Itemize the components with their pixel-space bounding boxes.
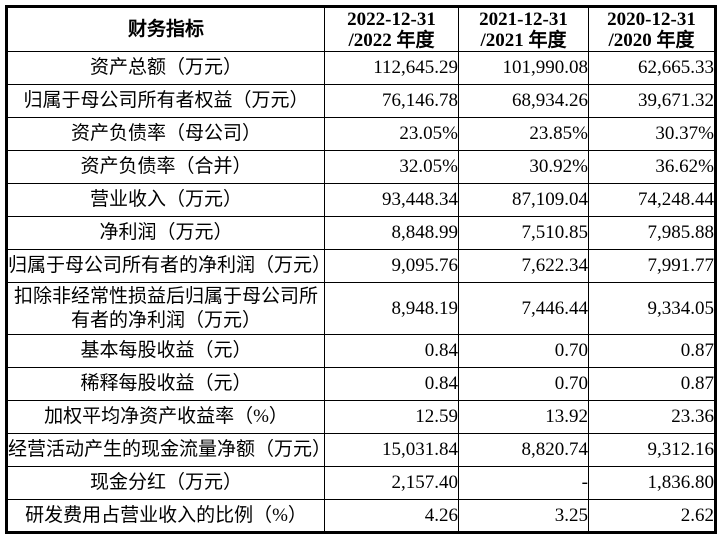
row-value-2020: 1,836.80 [588,466,716,500]
header-period-2020: 2020-12-31 /2020 年度 [588,6,716,52]
row-value-2020: 9,312.16 [588,433,716,467]
row-indicator-label: 净利润（万元） [6,216,325,250]
row-value-2020: 74,248.44 [588,183,716,217]
row-value-2020: 7,991.77 [588,249,716,283]
header-period-year: /2022 年度 [348,29,435,51]
header-period-date: 2022-12-31 [347,8,436,30]
table-row: 净利润（万元） 8,848.99 7,510.85 7,985.88 [6,216,716,250]
table-row: 营业收入（万元） 93,448.34 87,109.04 74,248.44 [6,183,716,217]
row-value-2020: 7,985.88 [588,216,716,250]
row-value-2020: 2.62 [588,499,716,533]
row-value-2021: 101,990.08 [458,51,589,85]
row-value-2022: 23.05% [324,117,459,151]
row-value-2020: 0.87 [588,334,716,368]
table-row: 归属于母公司所有者权益（万元） 76,146.78 68,934.26 39,6… [6,84,716,118]
row-indicator-label: 资产负债率（合并） [6,150,325,184]
row-value-2021: 30.92% [458,150,589,184]
table-row: 归属于母公司所有者的净利润（万元） 9,095.76 7,622.34 7,99… [6,249,716,283]
row-indicator-label: 扣除非经常性损益后归属于母公司所有者的净利润（万元） [6,282,325,335]
table-row: 资产总额（万元） 112,645.29 101,990.08 62,665.33 [6,51,716,85]
row-indicator-label: 加权平均净资产收益率（%） [6,400,325,434]
row-value-2022: 76,146.78 [324,84,459,118]
row-value-2021: - [458,466,589,500]
table-row: 稀释每股收益（元） 0.84 0.70 0.87 [6,367,716,401]
header-indicator: 财务指标 [6,6,325,52]
row-indicator-label: 归属于母公司所有者的净利润（万元） [6,249,325,283]
row-value-2021: 87,109.04 [458,183,589,217]
row-value-2022: 112,645.29 [324,51,459,85]
row-indicator-label: 资产总额（万元） [6,51,325,85]
row-value-2022: 93,448.34 [324,183,459,217]
table-row: 加权平均净资产收益率（%） 12.59 13.92 23.36 [6,400,716,434]
row-value-2020: 9,334.05 [588,282,716,335]
table-body: 资产总额（万元） 112,645.29 101,990.08 62,665.33… [6,51,716,533]
row-value-2020: 62,665.33 [588,51,716,85]
row-indicator-label: 营业收入（万元） [6,183,325,217]
row-indicator-label: 经营活动产生的现金流量净额（万元） [6,433,325,467]
row-value-2022: 12.59 [324,400,459,434]
row-value-2021: 8,820.74 [458,433,589,467]
header-period-year: /2021 年度 [480,29,567,51]
header-period-year: /2020 年度 [608,29,695,51]
row-indicator-label: 归属于母公司所有者权益（万元） [6,84,325,118]
table-row: 经营活动产生的现金流量净额（万元） 15,031.84 8,820.74 9,3… [6,433,716,467]
row-indicator-label: 基本每股收益（元） [6,334,325,368]
row-value-2022: 0.84 [324,367,459,401]
table-row: 研发费用占营业收入的比例（%） 4.26 3.25 2.62 [6,499,716,533]
header-period-2021: 2021-12-31 /2021 年度 [458,6,589,52]
row-value-2021: 3.25 [458,499,589,533]
row-indicator-label: 研发费用占营业收入的比例（%） [6,499,325,533]
row-value-2022: 0.84 [324,334,459,368]
table-row: 资产负债率（母公司） 23.05% 23.85% 30.37% [6,117,716,151]
table-row: 扣除非经常性损益后归属于母公司所有者的净利润（万元） 8,948.19 7,44… [6,282,716,335]
table-header-row: 财务指标 2022-12-31 /2022 年度 2021-12-31 /202… [6,6,716,52]
row-value-2022: 4.26 [324,499,459,533]
row-value-2020: 23.36 [588,400,716,434]
row-value-2021: 0.70 [458,367,589,401]
header-period-2022: 2022-12-31 /2022 年度 [324,6,459,52]
row-value-2021: 23.85% [458,117,589,151]
table-row: 资产负债率（合并） 32.05% 30.92% 36.62% [6,150,716,184]
row-value-2020: 0.87 [588,367,716,401]
row-indicator-label: 稀释每股收益（元） [6,367,325,401]
row-value-2021: 0.70 [458,334,589,368]
row-value-2020: 36.62% [588,150,716,184]
row-indicator-label: 资产负债率（母公司） [6,117,325,151]
header-period-date: 2020-12-31 [607,8,696,30]
row-value-2022: 15,031.84 [324,433,459,467]
row-value-2021: 13.92 [458,400,589,434]
table-row: 现金分红（万元） 2,157.40 - 1,836.80 [6,466,716,500]
financial-indicators-table: 财务指标 2022-12-31 /2022 年度 2021-12-31 /202… [5,5,717,534]
row-value-2022: 8,948.19 [324,282,459,335]
row-value-2022: 9,095.76 [324,249,459,283]
header-indicator-label: 财务指标 [127,19,204,40]
table-row: 基本每股收益（元） 0.84 0.70 0.87 [6,334,716,368]
row-value-2020: 39,671.32 [588,84,716,118]
row-value-2021: 7,622.34 [458,249,589,283]
row-value-2021: 7,510.85 [458,216,589,250]
row-value-2022: 2,157.40 [324,466,459,500]
row-value-2022: 8,848.99 [324,216,459,250]
row-value-2021: 7,446.44 [458,282,589,335]
row-value-2021: 68,934.26 [458,84,589,118]
row-value-2022: 32.05% [324,150,459,184]
row-value-2020: 30.37% [588,117,716,151]
row-indicator-label: 现金分红（万元） [6,466,325,500]
header-period-date: 2021-12-31 [479,8,568,30]
